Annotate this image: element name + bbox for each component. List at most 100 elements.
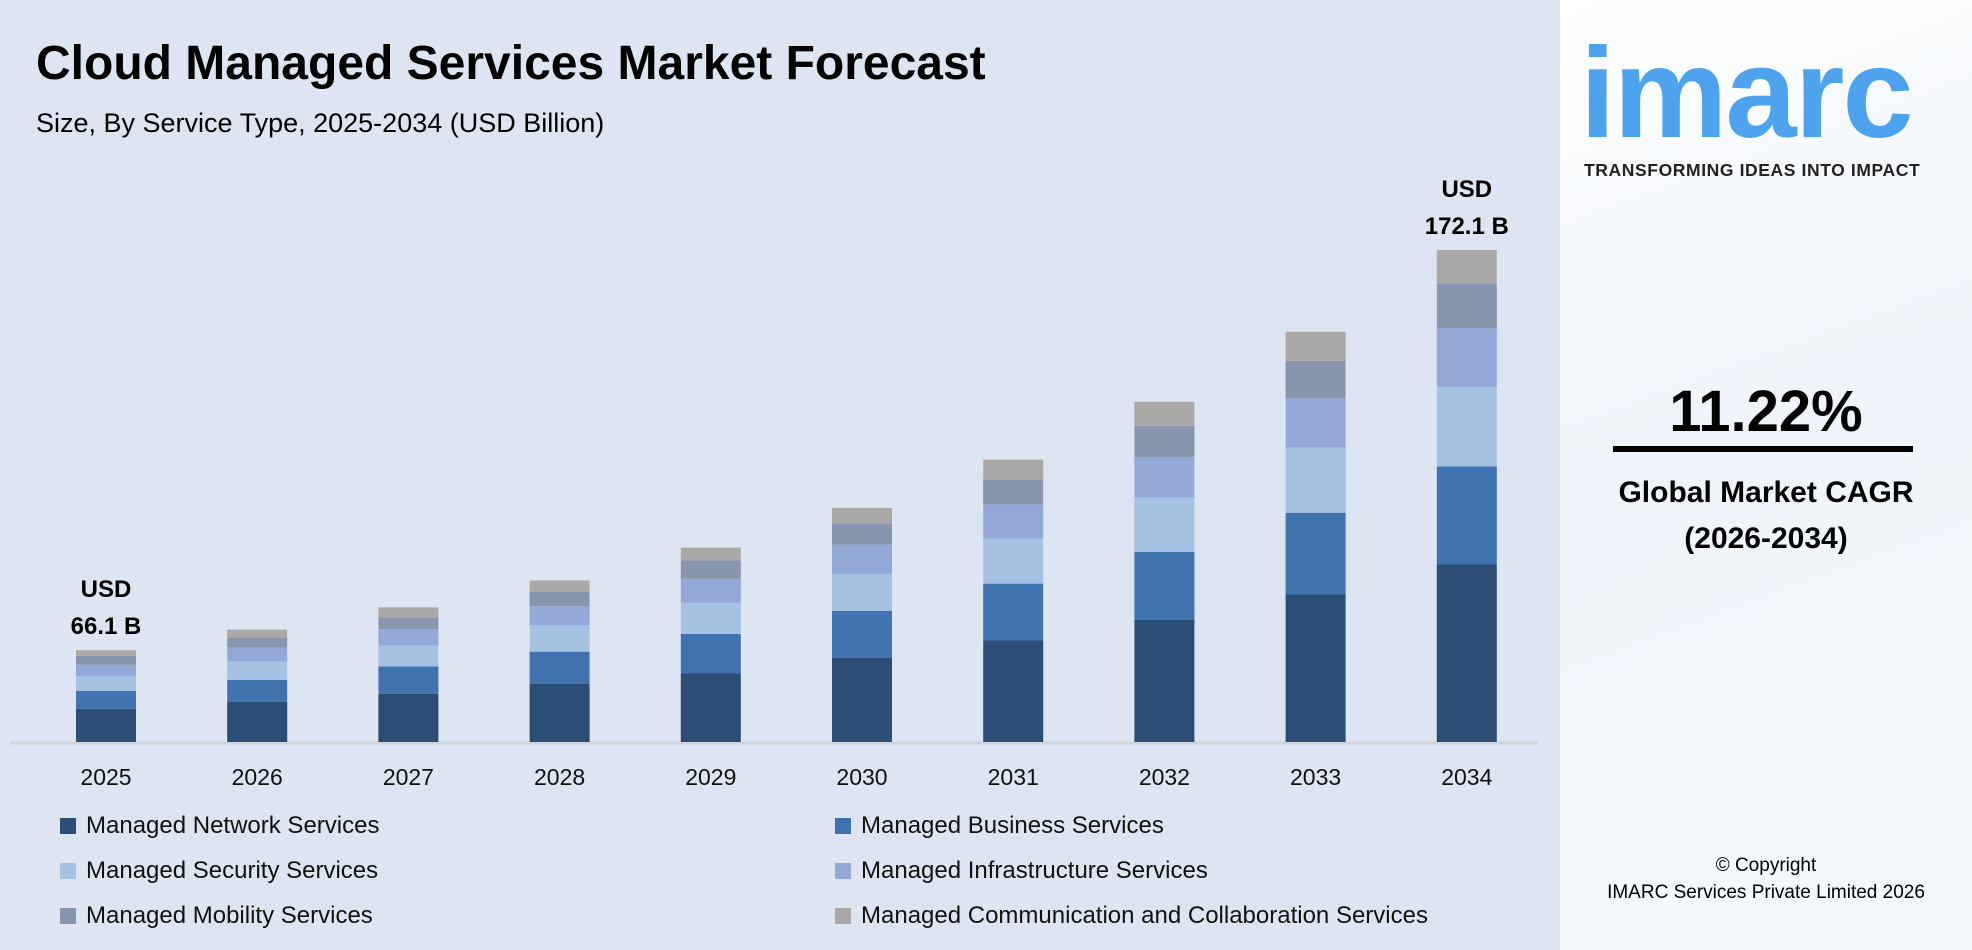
bar-segment-2026-3 [227,647,288,662]
cagr-divider [1613,446,1913,452]
total-annotation-value: 172.1 B [1425,213,1509,240]
total-annotation-currency: USD [81,576,132,603]
x-tick-label: 2029 [685,764,736,790]
bar-segment-2025-3 [76,664,136,676]
bar-segment-2026-1 [227,679,288,702]
bar-segment-2029-1 [680,633,741,674]
bar-segment-2032-5 [1134,401,1195,426]
bar-segment-2034-0 [1436,564,1497,742]
bar-segment-2033-2 [1285,447,1346,513]
chart-panel: Cloud Managed Services Market Forecast S… [0,0,1560,950]
cagr-label: Global Market CAGR [1618,476,1914,509]
bar-segment-2025-1 [76,690,136,709]
logo-tagline: TRANSFORMING IDEAS INTO IMPACT [1584,160,1921,180]
bar-segment-2033-4 [1285,360,1346,399]
copyright-line-1: © Copyright [1715,855,1817,876]
stacked-bar-chart: 2025 2026 2027 2028 2029 2030 2031 2032 2033 2034… [10,176,1538,790]
bar-segment-2033-5 [1285,331,1346,361]
imarc-logo: imarc [1580,22,1914,165]
bar-segment-2034-2 [1436,386,1497,467]
bar-segment-2026-2 [227,661,288,680]
bar-segment-2032-0 [1134,619,1195,742]
bar-segment-2027-3 [378,629,439,646]
bar-segment-2030-5 [832,507,892,524]
legend-item: Managed Infrastructure Services [835,857,1208,885]
bar-segment-2029-0 [680,673,741,742]
bar-segment-2030-2 [832,573,892,611]
bar-segment-2033-3 [1285,398,1346,448]
bar-segment-2026-4 [227,637,288,648]
bar-segment-2032-3 [1134,456,1195,498]
bar-segment-2031-1 [983,583,1044,641]
bar-segment-2034-4 [1436,284,1497,329]
bar-segment-2029-4 [680,560,741,579]
bar-segment-2031-2 [983,538,1044,584]
legend-item: Managed Security Services [60,857,378,885]
legend-item: Managed Communication and Collaboration … [835,902,1428,930]
copyright-line-2: IMARC Services Private Limited 2026 [1607,882,1925,903]
x-tick-label: 2032 [1139,764,1190,790]
bar-segment-2025-5 [76,650,136,656]
bar-segment-2031-5 [983,459,1044,480]
legend-label: Managed Infrastructure Services [861,857,1208,884]
bar-segment-2028-0 [529,683,590,742]
bar-segment-2030-3 [832,544,892,574]
bar-segment-2029-3 [680,578,741,603]
legend-swatch [835,863,851,879]
legend-label: Managed Network Services [86,812,380,839]
bar-segment-2034-5 [1436,250,1497,285]
bar-segment-2028-3 [529,606,590,626]
bar-segment-2028-4 [529,591,590,607]
bar-segment-2026-0 [227,701,288,742]
x-tick-label: 2025 [80,764,131,790]
x-tick-label: 2033 [1290,764,1341,790]
bar-segment-2027-0 [378,693,439,742]
legend-item: Managed Mobility Services [60,902,373,930]
legend-swatch [835,908,851,924]
x-tick-label: 2034 [1441,764,1492,790]
x-tick-label: 2027 [383,764,434,790]
bar-segment-2027-4 [378,617,439,630]
bar-segment-2028-1 [529,651,590,684]
bar-segment-2027-2 [378,645,439,667]
x-tick-label: 2026 [232,764,283,790]
legend-item: Managed Business Services [835,812,1164,840]
bar-segment-2029-2 [680,602,741,634]
legend-item: Managed Network Services [60,812,379,840]
bar-segment-2029-5 [680,547,741,561]
bar-segment-2030-1 [832,610,892,658]
bar-segment-2031-4 [983,479,1044,505]
bar-segment-2033-1 [1285,512,1346,595]
bar-segment-2027-1 [378,666,439,694]
bar-segment-2034-3 [1436,328,1497,387]
bar-segment-2025-0 [76,708,136,742]
bar-segment-2030-4 [832,523,892,545]
bar-segment-2028-5 [529,580,590,592]
x-tick-label: 2031 [988,764,1039,790]
x-tick-label: 2028 [534,764,585,790]
bar-segment-2030-0 [832,657,892,742]
cagr-period: (2026-2034) [1684,522,1848,555]
legend-label: Managed Communication and Collaboration … [861,902,1428,929]
bar-segment-2027-5 [378,607,439,618]
bar-segment-2033-0 [1285,594,1346,742]
legend-swatch [60,908,76,924]
bar-segment-2031-3 [983,504,1044,539]
chart-subtitle: Size, By Service Type, 2025-2034 (USD Bi… [36,108,605,138]
side-panel: imarc TRANSFORMING IDEAS INTO IMPACT 11.… [1560,0,1972,950]
bar-segment-2028-2 [529,625,590,652]
legend-swatch [60,818,76,834]
chart-title: Cloud Managed Services Market Forecast [36,37,986,90]
bar-segment-2032-2 [1134,497,1195,552]
legend-label: Managed Security Services [86,857,379,884]
legend-label: Managed Mobility Services [86,902,373,929]
x-tick-label: 2030 [836,764,887,790]
bar-segment-2031-0 [983,640,1044,742]
total-annotation-value: 66.1 B [71,613,142,640]
legend-swatch [835,818,851,834]
bar-segment-2032-4 [1134,425,1195,457]
bar-segment-2025-2 [76,675,136,691]
cagr-value: 11.22% [1669,379,1863,444]
bar-segment-2026-5 [227,629,288,638]
legend-label: Managed Business Services [861,812,1164,839]
